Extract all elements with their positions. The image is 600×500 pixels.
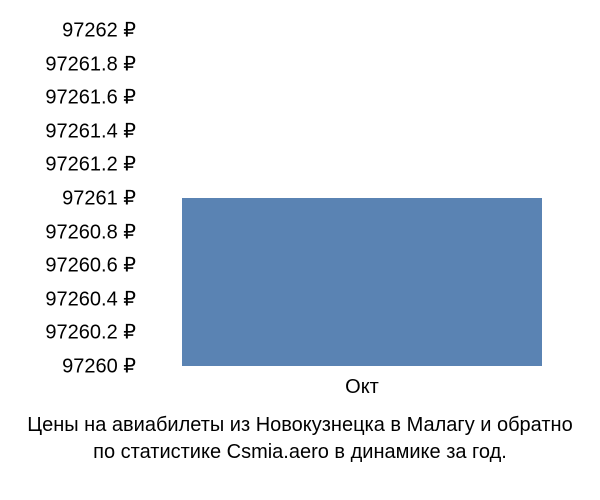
y-tick-label: 97260.6 ₽ [0, 253, 136, 278]
x-axis-ticks: Окт [142, 370, 582, 400]
y-tick-label: 97261.4 ₽ [0, 118, 136, 143]
y-tick-label: 97262 ₽ [0, 18, 136, 43]
chart-caption: Цены на авиабилеты из Новокузнецка в Мал… [0, 412, 600, 466]
bars-container [142, 30, 582, 366]
caption-line-2: по статистике Csmia.aero в динамике за г… [93, 441, 507, 463]
bar [182, 198, 543, 366]
price-chart: 97260 ₽ 97260.2 ₽ 97260.4 ₽ 97260.6 ₽ 97260.… [0, 0, 600, 500]
y-tick-label: 97261.8 ₽ [0, 51, 136, 76]
y-tick-label: 97260.4 ₽ [0, 286, 136, 311]
y-axis-ticks: 97260 ₽97260.2 ₽97260.4 ₽97260.6 ₽97260.… [0, 30, 142, 366]
x-tick-label: Окт [345, 376, 379, 399]
y-tick-label: 97260 ₽ [0, 354, 136, 379]
y-tick-label: 97261.2 ₽ [0, 152, 136, 177]
y-tick-label: 97261.6 ₽ [0, 85, 136, 110]
y-tick-label: 97261 ₽ [0, 186, 136, 211]
y-tick-label: 97260.2 ₽ [0, 320, 136, 345]
y-tick-label: 97260.8 ₽ [0, 219, 136, 244]
caption-line-1: Цены на авиабилеты из Новокузнецка в Мал… [27, 414, 572, 436]
plot-area [142, 30, 582, 366]
